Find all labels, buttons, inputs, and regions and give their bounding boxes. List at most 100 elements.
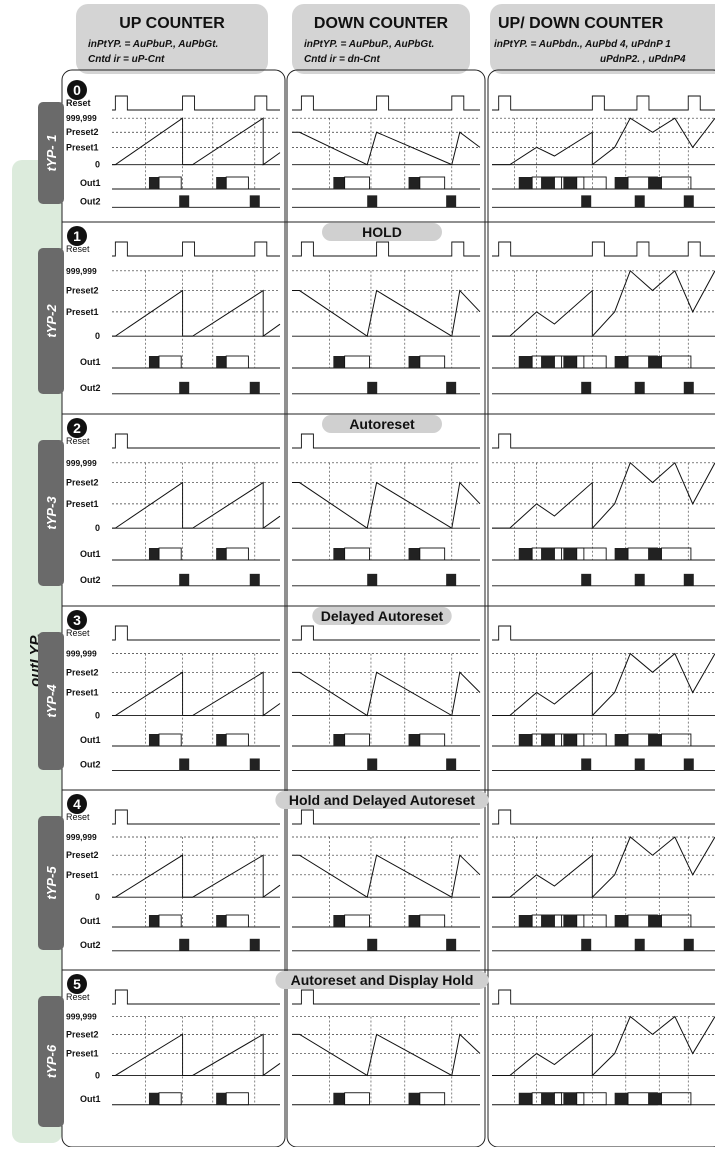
zero-label: 0: [95, 523, 100, 533]
out1-pulse: [408, 1092, 420, 1105]
mode-title-pill: [275, 971, 489, 989]
waveform-col-1: [292, 989, 481, 1106]
out1-window: [158, 733, 182, 747]
waveform-col-0: [112, 989, 281, 1106]
out1-pulse: [563, 1092, 577, 1105]
mode-row-1: 1 HOLD tYP-2 Reset 999,999 Preset2 Preset1 0 Out…: [38, 221, 715, 395]
count-waveform: [492, 836, 715, 899]
out2-label: Out2: [80, 940, 101, 950]
out2-pulse: [581, 381, 592, 394]
out1-window: [419, 176, 446, 190]
preset1-label: Preset1: [66, 1049, 99, 1059]
waveform-col-0: [112, 625, 281, 771]
zero-label: 0: [95, 331, 100, 341]
out1-label: Out1: [80, 178, 101, 188]
out1-window: [225, 176, 249, 190]
waveform-col-1: [292, 95, 481, 208]
max-count-label: 999,999: [66, 113, 97, 123]
reset-signal: [112, 625, 280, 641]
count-waveform: [492, 461, 715, 530]
out1-label: Out1: [80, 735, 101, 745]
column-param-line: inPtYP. = AuPbuP., AuPbGt.: [304, 39, 434, 50]
waveform-col-0: [112, 809, 281, 952]
out2-pulse: [367, 381, 378, 394]
mode-number-badge: [67, 794, 87, 814]
out2-pulse: [249, 381, 260, 394]
out1-window: [419, 914, 446, 928]
out1-window: [344, 176, 370, 190]
out2-pulse: [179, 195, 190, 208]
column-title: UP/ DOWN COUNTER: [498, 15, 664, 32]
out1-pulse: [541, 548, 555, 560]
out2-pulse: [367, 195, 378, 208]
typ-label: tYP-6: [44, 1044, 59, 1078]
out1-pulse: [148, 1092, 160, 1105]
mode-title: Autoreset: [349, 416, 415, 432]
out1-pulse: [216, 1092, 227, 1105]
header-tab: [490, 4, 715, 74]
waveform-col-1: [292, 433, 481, 587]
out2-pulse: [249, 573, 260, 586]
typ-label: tYP-4: [44, 684, 59, 718]
preset1-label: Preset1: [66, 142, 99, 152]
out1-pulse: [614, 915, 629, 927]
out1-label: Out1: [80, 916, 101, 926]
typ-tab: [38, 632, 64, 770]
out2-pulse: [634, 938, 645, 951]
reset-label: Reset: [66, 436, 90, 446]
waveform-col-1: [292, 809, 481, 952]
count-waveform: [292, 481, 481, 529]
typ-tab: [38, 440, 64, 586]
typ-label: tYP- 1: [44, 135, 59, 172]
out2-pulse: [634, 758, 645, 771]
out1-pulse: [518, 356, 533, 368]
out1-pulse: [614, 1092, 629, 1105]
out1-window: [344, 914, 370, 928]
out2-pulse: [683, 938, 694, 951]
mode-title: Hold and Delayed Autoreset: [289, 792, 476, 808]
typ-label: tYP-3: [44, 496, 59, 530]
preset1-label: Preset1: [66, 687, 99, 697]
out1-window: [661, 914, 692, 928]
out1-pulse: [541, 1092, 555, 1105]
out1-window: [344, 355, 370, 369]
out1-window: [661, 176, 692, 190]
out1-window: [661, 355, 692, 369]
max-count-label: 999,999: [66, 1012, 97, 1022]
mode-number-badge: [67, 974, 87, 994]
out1-pulse: [563, 915, 577, 927]
typ-label: tYP-5: [44, 866, 59, 900]
column-param-line: inPtYP. = AuPbdn., AuPbd 4, uPdnP 1: [494, 39, 671, 50]
out2-pulse: [179, 758, 190, 771]
mode-row-5: 5 Autoreset and Display Hold tYP-6 Reset 999…: [38, 969, 715, 1127]
reset-signal: [292, 809, 480, 825]
out2-pulse: [683, 381, 694, 394]
out2-pulse: [446, 381, 457, 394]
out2-pulse: [367, 573, 378, 586]
waveform-col-1: [292, 241, 481, 395]
out1-window: [225, 355, 249, 369]
out1-pulse: [216, 177, 227, 189]
out1-pulse: [648, 177, 662, 189]
count-waveform: [112, 117, 281, 166]
mode-row-3: 3 Delayed Autoreset tYP-4 Reset 999,999 Prese…: [38, 605, 715, 771]
count-waveform: [292, 854, 481, 898]
mode-number-badge: [67, 80, 87, 100]
mode-row-0: 0 tYP- 1 Reset 999,999 Preset2 Preset1 0 Out1 Ou…: [38, 80, 715, 208]
out1-label: Out1: [80, 549, 101, 559]
typ-label: tYP-2: [44, 304, 59, 338]
mode-number-badge: [67, 226, 87, 246]
reset-signal: [492, 989, 715, 1005]
mode-number: 2: [73, 420, 81, 436]
preset1-label: Preset1: [66, 870, 99, 880]
reset-label: Reset: [66, 98, 91, 108]
out1-pulse: [518, 177, 533, 189]
out1-pulse: [541, 356, 555, 368]
out1-pulse: [333, 356, 345, 368]
preset2-label: Preset2: [66, 850, 99, 860]
out1-pulse: [148, 734, 160, 746]
reset-signal: [492, 625, 715, 641]
out1-pulse: [648, 915, 662, 927]
out1-pulse: [216, 548, 227, 560]
out2-pulse: [446, 573, 457, 586]
